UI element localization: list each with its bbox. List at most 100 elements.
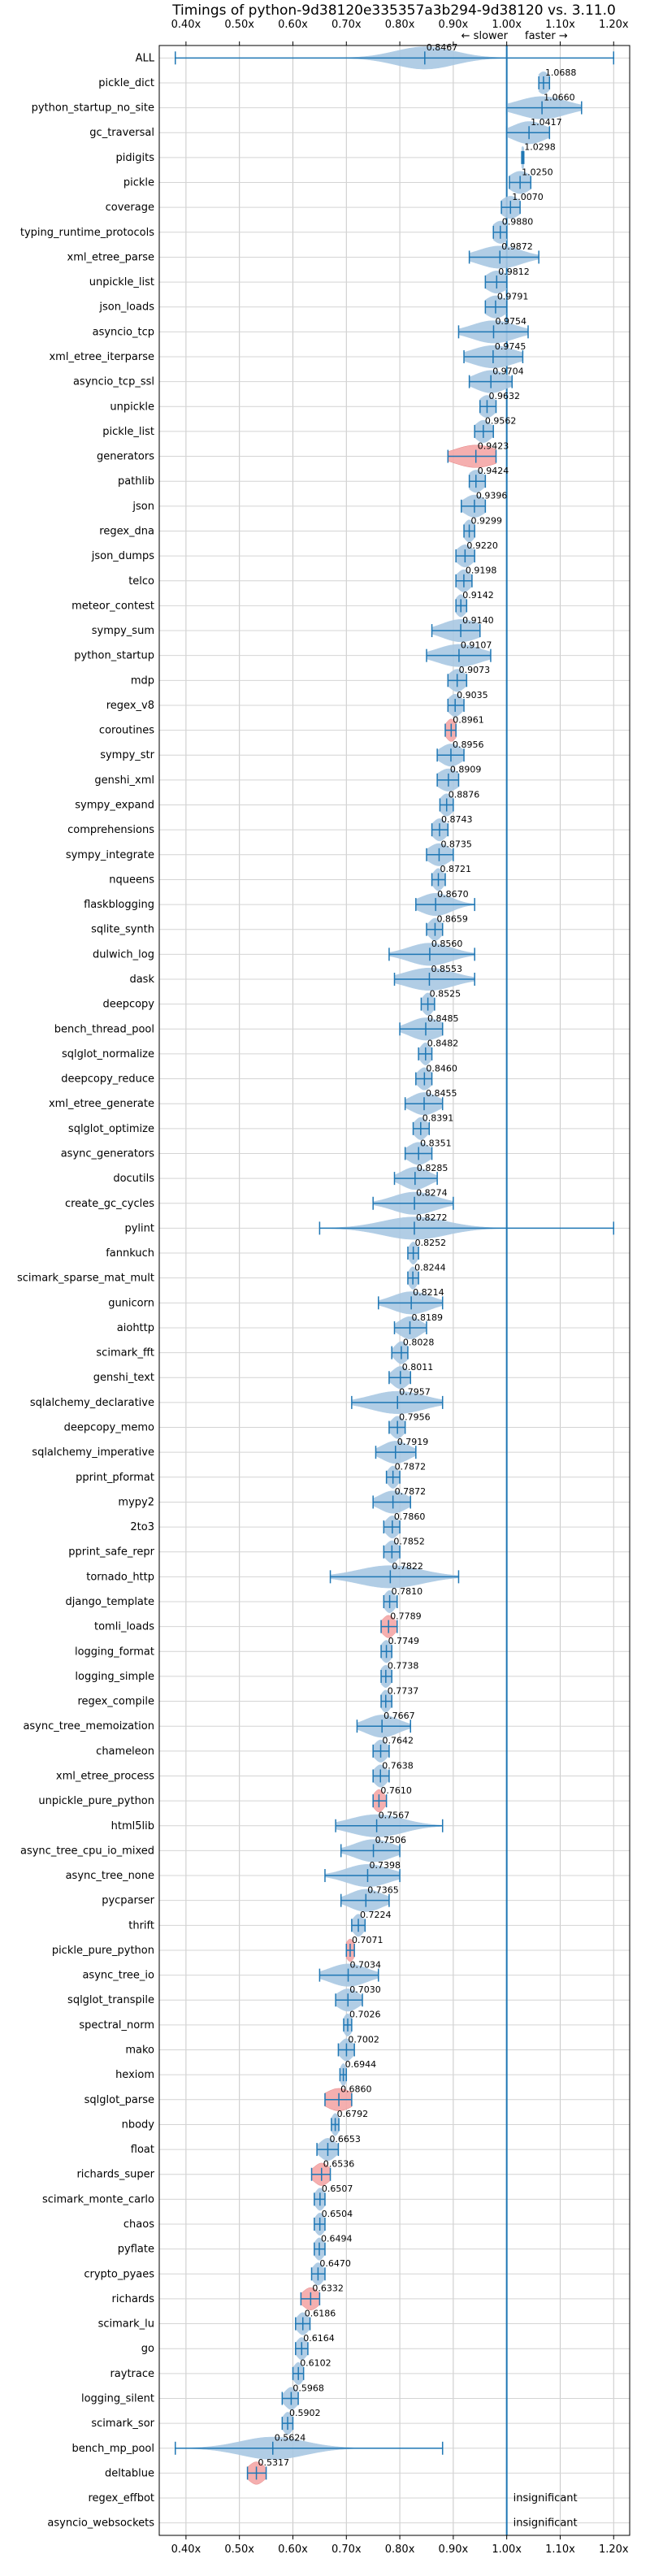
category-label: async_tree_cpu_io_mixed [20, 1845, 154, 1857]
value-label: 0.6164 [303, 2333, 335, 2344]
category-label: scimark_fft [96, 1347, 154, 1360]
category-label: telco [128, 575, 154, 588]
x-tick-label-bottom: 0.60x [278, 2543, 308, 2556]
value-label: 0.8956 [453, 739, 484, 750]
insignificant-label: insignificant [514, 2492, 578, 2504]
value-label: 0.6507 [322, 2184, 353, 2194]
value-label: 0.7789 [390, 1611, 422, 1621]
category-label: mako [125, 2045, 154, 2057]
category-label: gc_traversal [89, 127, 154, 139]
category-label: pickle_list [102, 426, 154, 438]
category-label: typing_runtime_protocols [20, 227, 154, 239]
category-label: deepcopy [102, 999, 154, 1011]
category-label: json [132, 501, 154, 513]
value-label: 0.8252 [415, 1238, 447, 1248]
category-label: 2to3 [130, 1521, 154, 1533]
category-label: async_tree_io [82, 1970, 154, 1982]
category-label: nqueens [109, 874, 154, 886]
value-label: 1.0417 [531, 117, 562, 128]
category-label: mypy2 [118, 1496, 154, 1508]
value-label: 0.6186 [305, 2308, 336, 2318]
value-label: 0.6332 [312, 2283, 344, 2294]
category-label: pathlib [118, 475, 154, 488]
value-label: 0.9140 [462, 615, 494, 626]
value-label: 0.7749 [388, 1636, 420, 1646]
x-tick-label-top: 0.40x [171, 19, 202, 31]
value-label: 0.8455 [426, 1088, 457, 1099]
category-label: regex_effbot [88, 2492, 154, 2504]
category-label: xml_etree_process [56, 1770, 154, 1782]
category-label: scimark_lu [98, 2318, 154, 2331]
value-label: 0.7610 [380, 1785, 412, 1796]
value-label: 0.8189 [412, 1312, 444, 1323]
value-label: 0.6504 [322, 2209, 353, 2219]
category-label: tornado_http [86, 1571, 154, 1583]
grid [159, 46, 630, 2535]
category-label: sympy_integrate [66, 849, 154, 861]
value-label: 0.9396 [476, 491, 508, 501]
category-label: pyflate [118, 2244, 154, 2256]
category-label: sqlalchemy_declarative [30, 1397, 154, 1409]
category-label: async_tree_memoization [23, 1720, 154, 1733]
category-label: pidigits [116, 152, 155, 164]
category-label: async_generators [61, 1147, 155, 1160]
category-label: sqlglot_optimize [68, 1123, 154, 1135]
category-label: ALL [136, 52, 155, 64]
category-label: scimark_sparse_mat_mult [17, 1273, 154, 1285]
value-label: 0.9423 [478, 440, 509, 451]
category-label: docutils [113, 1173, 154, 1185]
category-label: generators [97, 451, 154, 463]
category-label: thrift [128, 1919, 154, 1932]
faster-label: faster → [525, 30, 568, 42]
value-label: 0.6860 [340, 2084, 372, 2095]
value-label: 0.8467 [427, 42, 458, 53]
value-label: 0.9562 [485, 416, 517, 427]
value-label: 0.8028 [403, 1337, 435, 1347]
category-label: hexiom [115, 2069, 154, 2081]
value-label: 0.9220 [466, 540, 498, 551]
category-label: richards [112, 2293, 155, 2305]
category-label: genshi_xml [94, 774, 154, 787]
category-label: flaskblogging [84, 899, 154, 911]
category-label: pickle_pure_python [52, 1945, 154, 1957]
violins: 0.8467 1.0688 1.0660 1.0417 1.0298 1.0250 1.00… [174, 42, 615, 2530]
value-label: 0.9704 [492, 366, 524, 376]
value-label: 0.8482 [427, 1039, 459, 1049]
category-label: scimark_sor [91, 2418, 154, 2430]
category-label: genshi_text [93, 1372, 154, 1384]
value-label: 0.7034 [350, 1959, 382, 1970]
category-label: crypto_pyaes [84, 2268, 154, 2280]
value-label: 0.8011 [402, 1362, 434, 1373]
x-tick-label-bottom: 1.10x [545, 2543, 575, 2556]
category-label: sqlglot_parse [84, 2094, 154, 2106]
value-label: 0.8351 [420, 1138, 452, 1148]
value-label: 0.8272 [416, 1212, 448, 1223]
value-label: 0.7872 [395, 1462, 427, 1472]
value-label: 0.6470 [319, 2258, 351, 2269]
value-label: 0.9107 [461, 640, 492, 650]
category-label: aiohttp [117, 1322, 154, 1334]
value-label: 0.7506 [375, 1835, 407, 1845]
value-label: 0.9872 [501, 241, 533, 252]
category-label: pylint [124, 1222, 154, 1234]
x-tick-label-bottom: 0.40x [171, 2543, 202, 2556]
value-label: 1.0660 [544, 92, 575, 102]
value-label: 0.9754 [495, 316, 526, 327]
value-label: 0.8285 [417, 1163, 448, 1173]
category-label: coverage [106, 202, 154, 214]
category-label: deepcopy_reduce [61, 1073, 154, 1086]
x-tick-label-top: 1.10x [545, 19, 575, 31]
category-label: sqlglot_transpile [67, 1994, 154, 2006]
category-label: regex_compile [77, 1696, 154, 1708]
x-tick-label-top: 1.00x [492, 19, 522, 31]
value-label: 0.5902 [289, 2408, 321, 2418]
category-label: regex_v8 [106, 700, 154, 712]
category-label: nbody [122, 2118, 155, 2131]
value-label: 0.7567 [379, 1811, 410, 1821]
category-label: sympy_sum [92, 625, 154, 637]
category-label: chameleon [96, 1746, 154, 1758]
value-label: 0.9424 [478, 466, 509, 476]
value-label: 0.9198 [466, 566, 497, 576]
category-label: unpickle [110, 401, 154, 413]
category-label: comprehensions [67, 824, 154, 836]
